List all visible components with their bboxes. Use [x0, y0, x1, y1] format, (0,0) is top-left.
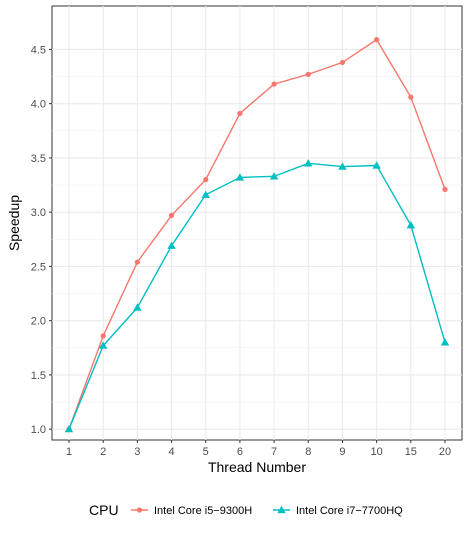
x-tick-label: 20	[439, 446, 451, 458]
data-point	[374, 37, 380, 43]
data-point	[235, 173, 245, 181]
grid-minor	[52, 76, 462, 403]
legend-items: Intel Core i5−9300H Intel Core i7−7700HQ	[131, 505, 403, 517]
legend: CPU Intel Core i5−9300H Intel Core i7−770…	[89, 502, 403, 518]
legend-key-marker	[277, 505, 286, 514]
x-tick-label: 9	[339, 446, 345, 458]
grid-major	[52, 6, 462, 440]
x-tick-label: 7	[271, 446, 277, 458]
data-point	[133, 303, 142, 311]
data-point	[134, 259, 140, 265]
y-tick-label: 2.0	[31, 316, 46, 328]
y-axis-title: Speedup	[6, 195, 22, 251]
x-tick-label: 1	[66, 446, 72, 458]
data-point	[408, 94, 414, 100]
series-2	[64, 159, 450, 433]
x-axis-title: Thread Number	[208, 459, 306, 475]
data-point	[440, 338, 450, 346]
legend-title: CPU	[89, 502, 119, 518]
x-tick-label: 10	[371, 446, 383, 458]
data-point	[201, 190, 210, 198]
data-point	[372, 161, 381, 169]
plot-panel	[51, 5, 463, 441]
y-tick-label: 4.0	[31, 99, 46, 111]
series-1	[66, 37, 448, 432]
series-line	[68, 38, 446, 430]
data-point	[339, 59, 346, 66]
y-tick-label: 3.0	[31, 207, 46, 219]
data-point	[98, 341, 108, 349]
data-point	[269, 172, 279, 180]
data-point	[168, 212, 175, 219]
data-point	[167, 241, 176, 249]
data-point	[338, 162, 347, 170]
x-tick-label: 6	[237, 446, 243, 458]
data-point	[406, 220, 416, 229]
x-tick-label: 2	[100, 446, 106, 458]
y-tick-label: 3.5	[31, 153, 46, 165]
series-line	[68, 162, 446, 430]
axes-layer: 1.0 1.5 2.0 2.5 3.0 3.5 4.0 4.5 1 2 3 4 5 6 7 8 9 10 15 20	[31, 44, 451, 458]
data-point	[64, 424, 74, 433]
data-point	[203, 177, 209, 183]
x-tick-label: 5	[203, 446, 209, 458]
x-tick-label: 4	[168, 446, 174, 458]
y-tick-label: 2.5	[31, 261, 46, 273]
x-tick-label: 15	[405, 446, 417, 458]
legend-label: Intel Core i7−7700HQ	[296, 505, 403, 517]
data-point	[271, 81, 277, 87]
y-tick-label: 4.5	[31, 44, 46, 56]
y-tick-label: 1.0	[31, 424, 46, 436]
legend-label: Intel Core i5−9300H	[154, 505, 252, 517]
legend-key-marker	[136, 507, 143, 513]
data-point	[100, 333, 106, 339]
series-layer	[64, 37, 450, 433]
x-tick-label: 3	[134, 446, 140, 458]
legend-item-2: Intel Core i7−7700HQ	[273, 505, 403, 517]
data-point	[442, 186, 448, 192]
data-point	[304, 159, 313, 167]
legend-item-1: Intel Core i5−9300H	[131, 505, 252, 517]
x-tick-label: 8	[305, 446, 311, 458]
y-tick-label: 1.5	[31, 370, 46, 382]
data-point	[305, 71, 311, 77]
data-point	[237, 110, 243, 117]
